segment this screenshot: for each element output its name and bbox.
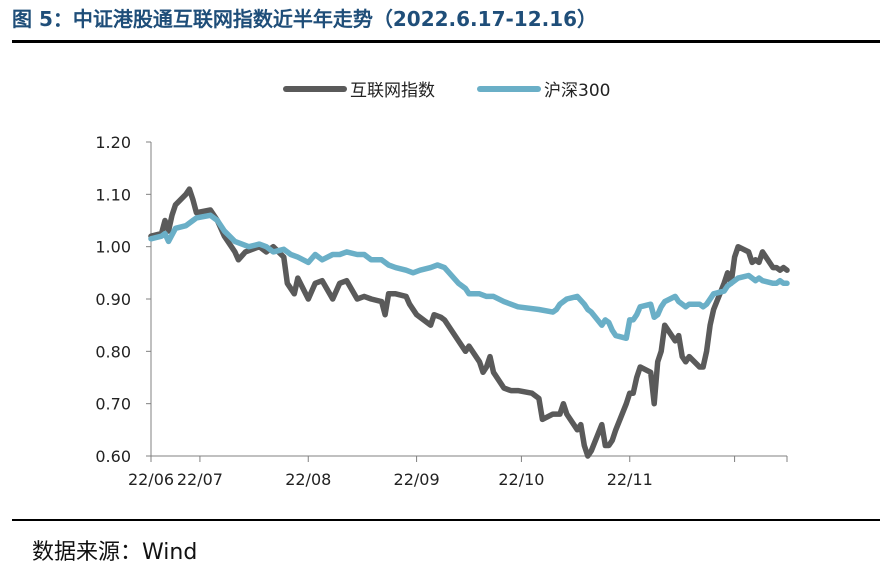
x-tick-labels: 22/06 22/07 22/08 22/09 22/10 22/11	[128, 470, 653, 489]
x-tick-label: 22/11	[607, 470, 653, 489]
bottom-divider	[12, 519, 880, 521]
y-tick-label: 0.90	[95, 290, 131, 309]
y-tick-label: 1.20	[95, 133, 131, 152]
chart-legend: 互联网指数 沪深300	[283, 81, 610, 101]
legend-label-internet-index: 互联网指数	[350, 81, 435, 101]
chart-series	[148, 186, 790, 459]
legend-label-csi300: 沪深300	[544, 81, 610, 101]
series-line-csi300	[148, 212, 790, 342]
y-tick-label: 0.80	[95, 342, 131, 361]
x-tick-label: 22/07	[177, 470, 223, 489]
x-tick-label: 22/10	[498, 470, 544, 489]
x-tick-label: 22/09	[394, 470, 440, 489]
x-tick-label: 22/08	[285, 470, 331, 489]
x-tick-label: 22/06	[128, 470, 174, 489]
y-tick-label: 1.00	[95, 238, 131, 257]
chart-axes	[146, 141, 788, 462]
y-tick-label: 1.10	[95, 185, 131, 204]
series-line-internet-index	[148, 186, 790, 459]
top-divider	[12, 40, 880, 43]
y-tick-labels: 1.20 1.10 1.00 0.90 0.80 0.70 0.60	[95, 133, 131, 466]
source-note: 数据来源：Wind	[32, 540, 198, 565]
figure-title: 图 5：中证港股通互联网指数近半年走势（2022.6.17-12.16）	[12, 7, 598, 31]
y-tick-label: 0.70	[95, 395, 131, 414]
y-tick-label: 0.60	[95, 447, 131, 466]
